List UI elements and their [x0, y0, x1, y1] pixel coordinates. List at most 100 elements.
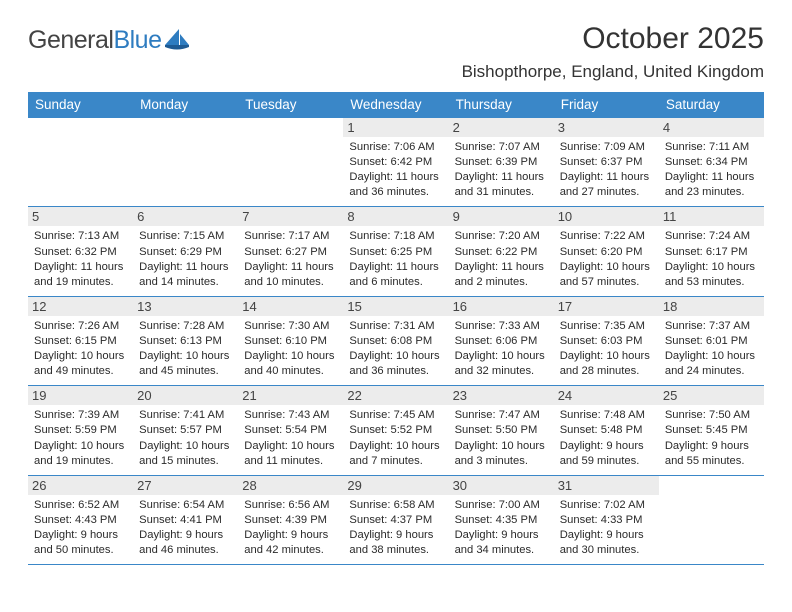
day-number: 26: [28, 476, 133, 495]
day-info: Sunrise: 6:52 AMSunset: 4:43 PMDaylight:…: [34, 498, 127, 558]
day-info: Sunrise: 7:50 AMSunset: 5:45 PMDaylight:…: [665, 408, 758, 468]
day-info: Sunrise: 7:37 AMSunset: 6:01 PMDaylight:…: [665, 319, 758, 379]
topbar: GeneralBlue October 2025 Bishopthorpe, E…: [28, 22, 764, 82]
day-cell: 29 Sunrise: 6:58 AMSunset: 4:37 PMDayligh…: [343, 476, 448, 564]
day-number: 2: [449, 118, 554, 137]
day-number: 6: [133, 207, 238, 226]
day-cell: 16Sunrise: 7:33 AMSunset: 6:06 PMDayligh…: [449, 297, 554, 385]
brand-part1: General: [28, 26, 113, 54]
day-name: Wednesday: [343, 92, 448, 118]
page: GeneralBlue October 2025 Bishopthorpe, E…: [0, 0, 792, 583]
day-cell: 19Sunrise: 7:39 AMSunset: 5:59 PMDayligh…: [28, 386, 133, 474]
day-number: 16: [449, 297, 554, 316]
day-cell: [659, 476, 764, 564]
day-name: Monday: [133, 92, 238, 118]
day-info: Sunrise: 7:28 AMSunset: 6:13 PMDaylight:…: [139, 319, 232, 379]
day-cell: 11 Sunrise: 7:24 AMSunset: 6:17 PMDayligh…: [659, 207, 764, 295]
day-info: Sunrise: 7:31 AMSunset: 6:08 PMDaylight:…: [349, 319, 442, 379]
day-number: 8: [343, 207, 448, 226]
day-number: 14: [238, 297, 343, 316]
day-number: 21: [238, 386, 343, 405]
day-number: 4: [659, 118, 764, 137]
day-number: 19: [28, 386, 133, 405]
day-name: Friday: [554, 92, 659, 118]
day-cell: [133, 118, 238, 206]
day-info: Sunrise: 7:45 AMSunset: 5:52 PMDaylight:…: [349, 408, 442, 468]
day-cell: 2 Sunrise: 7:07 AMSunset: 6:39 PMDaylight…: [449, 118, 554, 206]
day-info: Sunrise: 7:26 AMSunset: 6:15 PMDaylight:…: [34, 319, 127, 379]
day-info: Sunrise: 7:20 AMSunset: 6:22 PMDaylight:…: [455, 229, 548, 289]
day-number: 3: [554, 118, 659, 137]
day-cell: 14 Sunrise: 7:30 AMSunset: 6:10 PMDayligh…: [238, 297, 343, 385]
day-cell: [28, 118, 133, 206]
day-names-row: SundayMondayTuesdayWednesdayThursdayFrid…: [28, 92, 764, 118]
day-number: 31: [554, 476, 659, 495]
day-number: 7: [238, 207, 343, 226]
day-info: Sunrise: 7:24 AMSunset: 6:17 PMDaylight:…: [665, 229, 758, 289]
day-cell: 4Sunrise: 7:11 AMSunset: 6:34 PMDaylight…: [659, 118, 764, 206]
day-cell: 30 Sunrise: 7:00 AMSunset: 4:35 PMDayligh…: [449, 476, 554, 564]
day-cell: 18 Sunrise: 7:37 AMSunset: 6:01 PMDayligh…: [659, 297, 764, 385]
day-info: Sunrise: 7:17 AMSunset: 6:27 PMDaylight:…: [244, 229, 337, 289]
day-number: 9: [449, 207, 554, 226]
day-number: 23: [449, 386, 554, 405]
day-info: Sunrise: 6:54 AMSunset: 4:41 PMDaylight:…: [139, 498, 232, 558]
day-number: 17: [554, 297, 659, 316]
day-info: Sunrise: 6:56 AMSunset: 4:39 PMDaylight:…: [244, 498, 337, 558]
calendar: SundayMondayTuesdayWednesdayThursdayFrid…: [28, 92, 764, 565]
day-info: Sunrise: 7:00 AMSunset: 4:35 PMDaylight:…: [455, 498, 548, 558]
day-info: Sunrise: 7:41 AMSunset: 5:57 PMDaylight:…: [139, 408, 232, 468]
day-cell: [238, 118, 343, 206]
day-cell: 13 Sunrise: 7:28 AMSunset: 6:13 PMDayligh…: [133, 297, 238, 385]
day-number: 29: [343, 476, 448, 495]
day-info: Sunrise: 7:35 AMSunset: 6:03 PMDaylight:…: [560, 319, 653, 379]
brand-text: GeneralBlue: [28, 26, 162, 55]
day-number: 15: [343, 297, 448, 316]
day-cell: 17 Sunrise: 7:35 AMSunset: 6:03 PMDayligh…: [554, 297, 659, 385]
day-info: Sunrise: 7:48 AMSunset: 5:48 PMDaylight:…: [560, 408, 653, 468]
weeks-container: 1Sunrise: 7:06 AMSunset: 6:42 PMDaylight…: [28, 118, 764, 565]
week-row: 12 Sunrise: 7:26 AMSunset: 6:15 PMDayligh…: [28, 297, 764, 386]
day-number: 22: [343, 386, 448, 405]
brand-logo: GeneralBlue: [28, 22, 190, 55]
day-cell: 12 Sunrise: 7:26 AMSunset: 6:15 PMDayligh…: [28, 297, 133, 385]
day-cell: 3Sunrise: 7:09 AMSunset: 6:37 PMDaylight…: [554, 118, 659, 206]
month-title: October 2025: [462, 22, 764, 56]
day-info: Sunrise: 7:07 AMSunset: 6:39 PMDaylight:…: [455, 140, 548, 200]
day-cell: 21Sunrise: 7:43 AMSunset: 5:54 PMDayligh…: [238, 386, 343, 474]
brand-sail-icon: [164, 28, 190, 55]
brand-part2: Blue: [113, 26, 161, 54]
day-cell: 8 Sunrise: 7:18 AMSunset: 6:25 PMDaylight…: [343, 207, 448, 295]
day-cell: 28 Sunrise: 6:56 AMSunset: 4:39 PMDayligh…: [238, 476, 343, 564]
day-cell: 5Sunrise: 7:13 AMSunset: 6:32 PMDaylight…: [28, 207, 133, 295]
day-info: Sunrise: 6:58 AMSunset: 4:37 PMDaylight:…: [349, 498, 442, 558]
day-info: Sunrise: 7:22 AMSunset: 6:20 PMDaylight:…: [560, 229, 653, 289]
day-cell: 31 Sunrise: 7:02 AMSunset: 4:33 PMDayligh…: [554, 476, 659, 564]
day-cell: 6Sunrise: 7:15 AMSunset: 6:29 PMDaylight…: [133, 207, 238, 295]
day-number: 12: [28, 297, 133, 316]
day-cell: 22 Sunrise: 7:45 AMSunset: 5:52 PMDayligh…: [343, 386, 448, 474]
day-number: 5: [28, 207, 133, 226]
day-number: 10: [554, 207, 659, 226]
day-number: 27: [133, 476, 238, 495]
day-info: Sunrise: 7:02 AMSunset: 4:33 PMDaylight:…: [560, 498, 653, 558]
day-number: 30: [449, 476, 554, 495]
day-number: 13: [133, 297, 238, 316]
day-number: 11: [659, 207, 764, 226]
day-cell: 26 Sunrise: 6:52 AMSunset: 4:43 PMDayligh…: [28, 476, 133, 564]
day-name: Saturday: [659, 92, 764, 118]
week-row: 1Sunrise: 7:06 AMSunset: 6:42 PMDaylight…: [28, 118, 764, 207]
day-number: 1: [343, 118, 448, 137]
week-row: 26 Sunrise: 6:52 AMSunset: 4:43 PMDayligh…: [28, 476, 764, 565]
day-cell: 7 Sunrise: 7:17 AMSunset: 6:27 PMDaylight…: [238, 207, 343, 295]
day-name: Tuesday: [238, 92, 343, 118]
week-row: 5Sunrise: 7:13 AMSunset: 6:32 PMDaylight…: [28, 207, 764, 296]
day-number: 28: [238, 476, 343, 495]
day-info: Sunrise: 7:18 AMSunset: 6:25 PMDaylight:…: [349, 229, 442, 289]
day-cell: 25 Sunrise: 7:50 AMSunset: 5:45 PMDayligh…: [659, 386, 764, 474]
day-info: Sunrise: 7:30 AMSunset: 6:10 PMDaylight:…: [244, 319, 337, 379]
day-name: Thursday: [449, 92, 554, 118]
day-number: 20: [133, 386, 238, 405]
day-number: 18: [659, 297, 764, 316]
day-number: 25: [659, 386, 764, 405]
